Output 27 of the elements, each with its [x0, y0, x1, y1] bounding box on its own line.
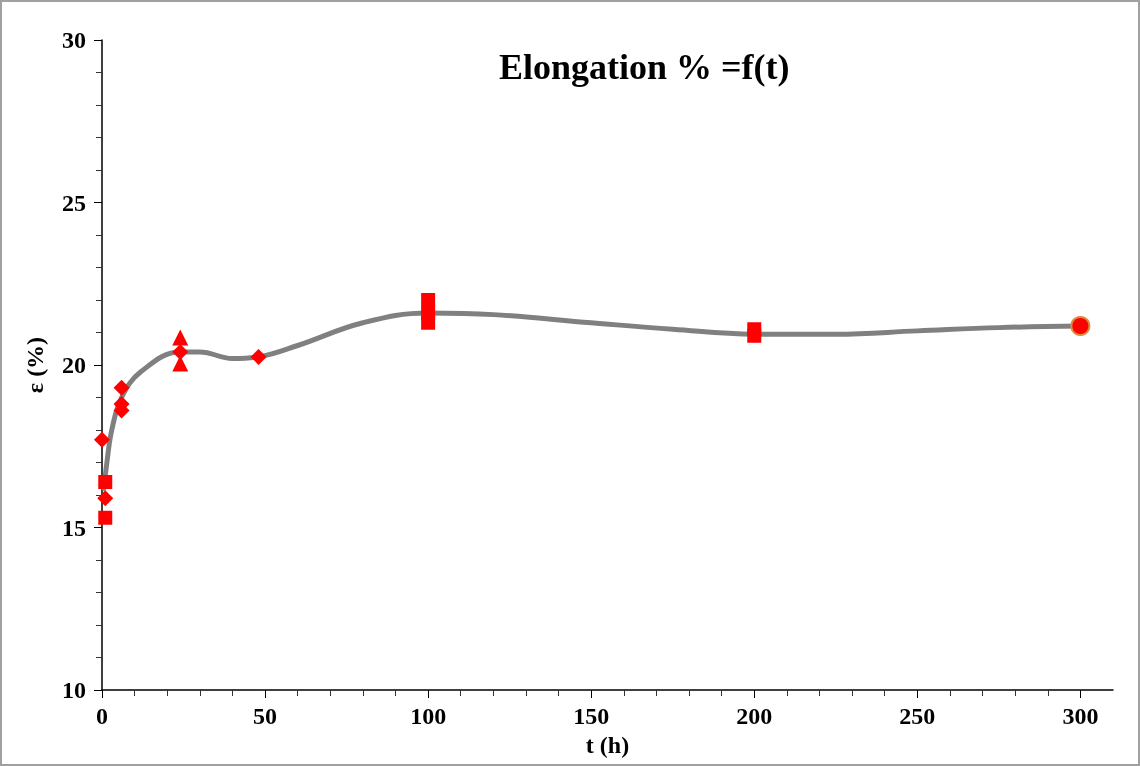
point — [113, 379, 130, 396]
y-tick-label: 10 — [62, 677, 86, 703]
point — [98, 510, 113, 525]
y-tick-label: 15 — [62, 514, 86, 541]
point — [421, 293, 436, 307]
x-tick-label: 200 — [736, 703, 773, 729]
y-tick-label: 30 — [62, 27, 86, 53]
point — [172, 329, 189, 346]
point — [172, 344, 189, 360]
y-tick-label: 25 — [62, 189, 86, 216]
point — [1070, 316, 1091, 336]
point — [250, 348, 267, 365]
point — [747, 328, 762, 343]
y-tick-label: 20 — [62, 352, 86, 378]
x-tick-label: 300 — [1062, 703, 1099, 729]
x-tick-label: 50 — [253, 703, 278, 729]
y-axis-title: ε (%) — [22, 336, 48, 394]
x-tick-label: 250 — [899, 703, 936, 729]
point — [98, 475, 113, 489]
point — [97, 490, 114, 507]
point — [421, 315, 436, 330]
x-tick-label: 150 — [573, 703, 610, 729]
x-axis-title: t (h) — [585, 731, 630, 758]
x-tick-label: 0 — [96, 703, 108, 729]
point — [94, 431, 110, 448]
chart-title: Elongation % =f(t) — [499, 47, 790, 87]
x-tick-label: 100 — [410, 703, 447, 729]
